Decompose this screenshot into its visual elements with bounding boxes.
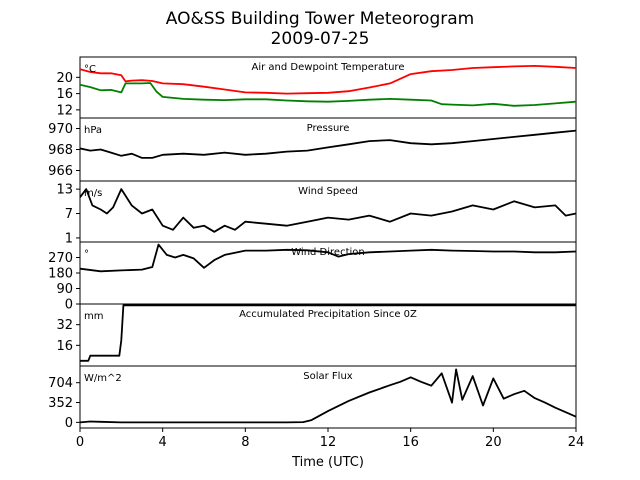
x-tick-label: 0 [76,435,84,450]
x-tick-label: 24 [568,435,585,450]
x-axis-label: Time (UTC) [291,455,364,470]
panel-4: 16 32 Accumulated Precipitation Since 0Z mm [56,303,577,367]
y-tick-label: 90 [56,282,73,297]
figure-title-line2: 2009-07-25 [271,29,370,49]
y-tick-label: 16 [56,87,73,102]
panel-2: 1 7 13 Wind Speed m/s [56,180,577,246]
panel-5: 0 352 704 Solar Flux W/m^2 [48,365,577,431]
x-tick-label: 12 [320,435,337,450]
y-tick-label: 968 [48,143,73,158]
y-tick-label: 16 [56,339,73,354]
series-line-0 [80,65,576,95]
series-line-0 [80,304,576,362]
unit-label: m/s [84,188,102,199]
unit-label: °C [84,64,96,75]
y-tick-label: 352 [48,396,73,411]
series-line-0 [80,243,576,273]
y-tick-label: 20 [56,71,73,86]
y-tick-label: 1 [65,231,73,246]
series-line-0 [80,368,576,424]
x-tick-label: 8 [241,435,249,450]
panel-title: Accumulated Precipitation Since 0Z [239,309,417,320]
y-tick-label: 970 [48,122,73,137]
panel-title: Wind Speed [298,186,358,197]
y-tick-label: 180 [48,267,73,282]
series-line-1 [80,82,576,107]
series-line-0 [80,188,576,233]
y-tick-label: 704 [48,376,73,391]
figure-title-line1: AO&SS Building Tower Meteorogram [166,9,474,29]
unit-label: ° [84,249,89,260]
x-tick-label: 20 [485,435,502,450]
panel-1: 966 968 970 Pressure hPa [48,117,577,182]
panel-title: Solar Flux [303,371,353,382]
y-tick-label: 270 [48,251,73,266]
y-tick-label: 966 [48,164,73,179]
x-tick-label: 16 [402,435,419,450]
unit-label: hPa [84,125,102,136]
unit-label: mm [84,311,103,322]
x-tick-label: 4 [159,435,167,450]
y-tick-label: 0 [65,298,73,313]
panel-title: Air and Dewpoint Temperature [252,62,405,73]
series-line-0 [80,129,576,159]
y-tick-label: 0 [65,416,73,431]
y-tick-label: 13 [56,183,73,198]
y-tick-label: 32 [56,318,73,333]
y-tick-label: 7 [65,207,73,222]
x-axis: 0 4 8 12 16 20 24 [76,428,584,450]
unit-label: W/m^2 [84,373,122,384]
y-tick-label: 12 [56,103,73,118]
panel-title: Pressure [307,123,350,134]
panel-title: Wind Direction [291,247,365,258]
